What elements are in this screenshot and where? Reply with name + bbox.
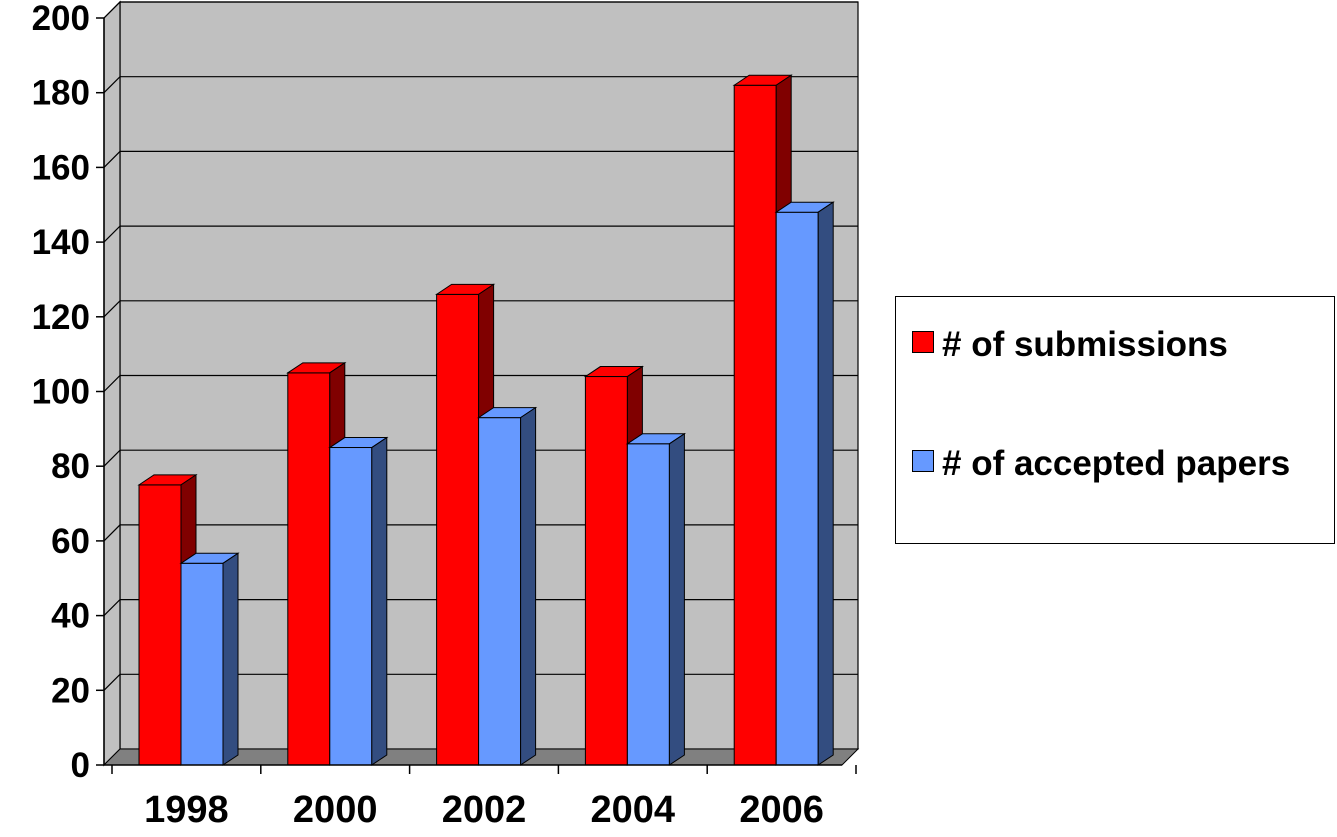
bar-side bbox=[222, 552, 239, 766]
bar-accepted-2004 bbox=[626, 443, 670, 766]
legend-swatch-submissions bbox=[912, 331, 934, 353]
bars bbox=[137, 74, 835, 766]
bar-submissions-2000 bbox=[287, 372, 331, 766]
bar-side bbox=[371, 436, 388, 766]
y-tick-label: 100 bbox=[32, 373, 90, 412]
legend-swatch-accepted bbox=[912, 450, 934, 472]
bar-accepted-2006 bbox=[775, 211, 819, 766]
bar-side bbox=[668, 432, 685, 766]
x-tick-label-2006: 2006 bbox=[739, 789, 824, 831]
bar-submissions-2004 bbox=[584, 376, 628, 766]
gridline bbox=[103, 76, 858, 94]
bar-side bbox=[520, 406, 537, 766]
legend-item-submissions: # of submissions bbox=[912, 323, 1312, 366]
gridline bbox=[103, 1, 858, 19]
y-tick-label: 160 bbox=[32, 148, 90, 187]
axes: 0 20 40 60 80 100 120 140 160 180 200 1998 2000 2002 2… bbox=[32, 0, 857, 831]
bar-accepted-2000 bbox=[329, 447, 373, 766]
y-tick-label: 180 bbox=[32, 74, 90, 113]
bar-accepted-2002 bbox=[478, 417, 522, 766]
x-tick-label-2000: 2000 bbox=[293, 789, 378, 831]
y-tick-label: 120 bbox=[32, 298, 90, 337]
x-tick-label-2002: 2002 bbox=[442, 789, 527, 831]
y-tick-label: 200 bbox=[32, 0, 90, 38]
y-tick-label: 140 bbox=[32, 223, 90, 262]
legend-label-accepted: # of accepted papers bbox=[942, 444, 1291, 483]
legend: # of submissions # of accepted papers bbox=[895, 296, 1335, 544]
legend-label-submissions: # of submissions bbox=[942, 325, 1228, 364]
y-tick-label: 80 bbox=[51, 447, 90, 486]
y-tick-label: 0 bbox=[71, 746, 90, 785]
bar-submissions-2002 bbox=[436, 293, 480, 766]
gridline bbox=[103, 150, 858, 168]
x-tick-label-2004: 2004 bbox=[591, 789, 676, 831]
bar-side bbox=[817, 201, 834, 766]
y-tick-label: 60 bbox=[51, 522, 90, 561]
gridline bbox=[103, 300, 858, 318]
y-tick-label: 20 bbox=[51, 671, 90, 710]
bar-submissions-1998 bbox=[138, 484, 182, 766]
x-tick-label-1998: 1998 bbox=[144, 789, 229, 831]
gridline bbox=[103, 225, 858, 243]
bar-submissions-2006 bbox=[733, 84, 777, 766]
bar-accepted-1998 bbox=[180, 562, 224, 766]
legend-item-accepted: # of accepted papers bbox=[912, 442, 1312, 485]
y-tick-label: 40 bbox=[51, 597, 90, 636]
